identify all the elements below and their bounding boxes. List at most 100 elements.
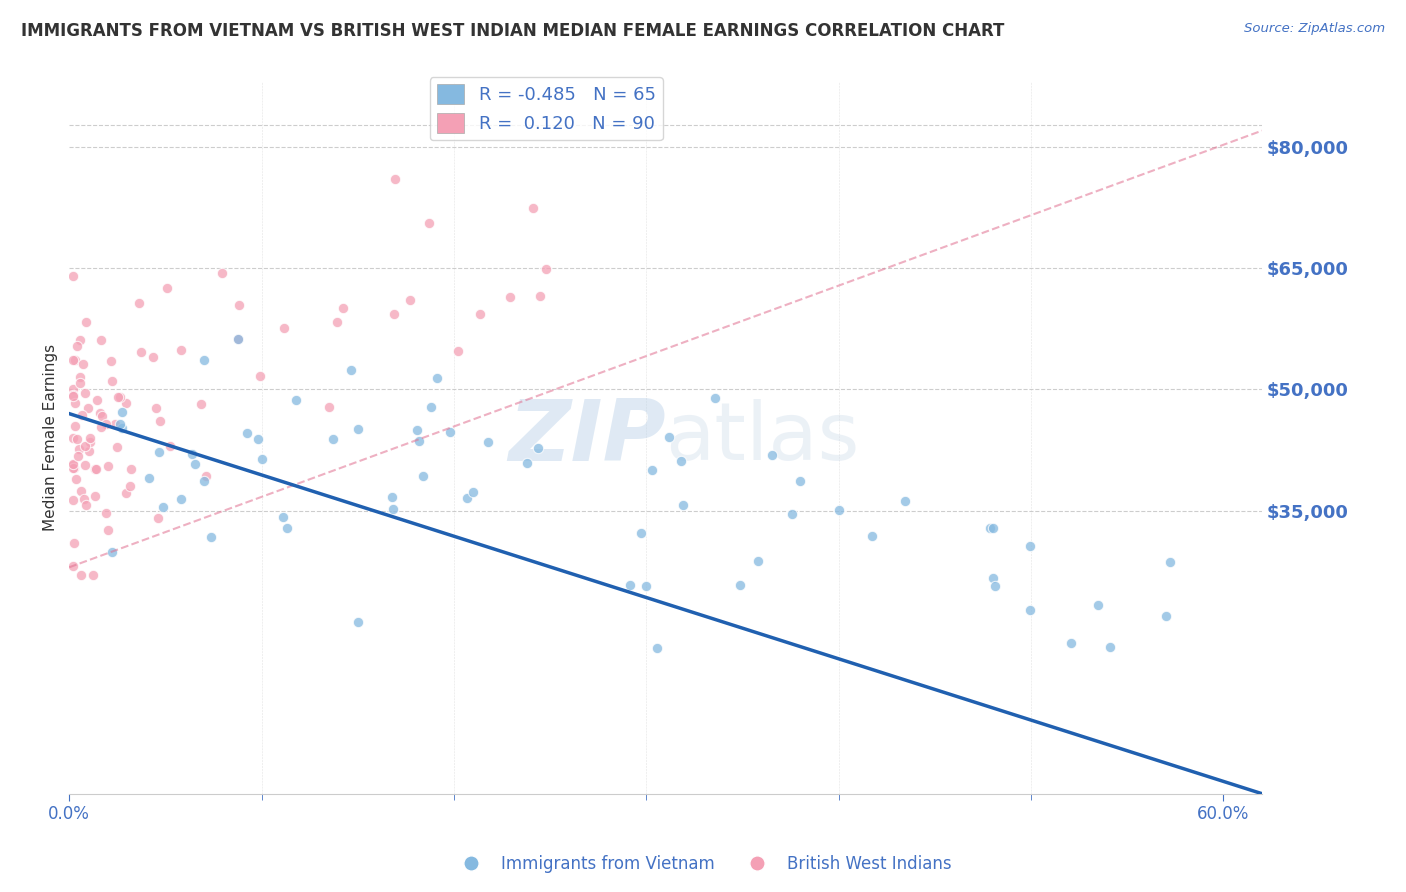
Point [66, 339, 89, 353]
Point [156, 281, 179, 295]
Point [63, 419, 86, 434]
Y-axis label: Median Female Earnings: Median Female Earnings [44, 344, 58, 532]
Point [120, 478, 142, 492]
Point [72, 357, 94, 371]
Text: ZIP: ZIP [508, 396, 665, 479]
Point [789, 475, 811, 489]
Point [62, 388, 84, 402]
Point [399, 293, 422, 308]
Point [97, 523, 120, 537]
Point [115, 486, 138, 500]
Point [658, 430, 681, 444]
Legend: R = -0.485   N = 65, R =  0.120   N = 90: R = -0.485 N = 65, R = 0.120 N = 90 [430, 77, 662, 140]
Point [149, 414, 172, 428]
Point [636, 579, 658, 593]
Point [77, 444, 100, 458]
Point [619, 578, 641, 592]
Point [79, 434, 101, 449]
Text: atlas: atlas [665, 399, 860, 477]
Point [477, 434, 499, 449]
Point [828, 503, 851, 517]
Point [780, 507, 803, 521]
Point [1019, 603, 1042, 617]
Point [69, 370, 91, 384]
Point [672, 498, 695, 512]
Point [65, 353, 87, 368]
Point [86, 393, 108, 408]
Point [426, 371, 449, 385]
Point [193, 353, 215, 368]
Point [75, 498, 97, 512]
Point [62, 461, 84, 475]
Point [62, 269, 84, 284]
Point [62, 460, 84, 475]
Point [747, 554, 769, 568]
Point [90, 419, 112, 434]
Point [62, 353, 84, 368]
Point [271, 510, 294, 524]
Point [159, 439, 181, 453]
Point [981, 572, 1004, 586]
Point [382, 501, 405, 516]
Point [66, 432, 89, 446]
Point [1154, 609, 1177, 624]
Point [190, 397, 212, 411]
Point [110, 390, 132, 404]
Point [276, 521, 298, 535]
Point [100, 354, 122, 368]
Point [236, 425, 259, 440]
Point [470, 307, 492, 321]
Point [1159, 555, 1181, 569]
Point [420, 400, 443, 414]
Point [463, 485, 485, 500]
Point [645, 641, 668, 656]
Point [228, 332, 250, 346]
Point [382, 307, 405, 321]
Point [1059, 636, 1081, 650]
Legend: Immigrants from Vietnam, British West Indians: Immigrants from Vietnam, British West In… [449, 848, 957, 880]
Point [62, 431, 84, 445]
Point [75, 458, 97, 472]
Point [226, 333, 249, 347]
Point [65, 472, 87, 486]
Point [246, 432, 269, 446]
Point [211, 266, 233, 280]
Point [107, 390, 129, 404]
Point [983, 579, 1005, 593]
Point [104, 417, 127, 431]
Point [1098, 640, 1121, 654]
Point [249, 368, 271, 383]
Point [101, 545, 124, 559]
Point [73, 386, 96, 401]
Point [145, 401, 167, 416]
Point [862, 529, 884, 543]
Point [148, 444, 170, 458]
Point [408, 434, 430, 448]
Point [893, 494, 915, 508]
Point [669, 453, 692, 467]
Point [69, 334, 91, 348]
Point [82, 568, 104, 582]
Point [981, 521, 1004, 535]
Point [62, 493, 84, 508]
Point [90, 409, 112, 424]
Point [322, 433, 344, 447]
Point [228, 298, 250, 312]
Point [332, 301, 354, 316]
Point [62, 457, 84, 471]
Point [75, 315, 97, 329]
Point [110, 421, 132, 435]
Point [534, 261, 557, 276]
Point [67, 442, 90, 457]
Point [499, 290, 522, 304]
Point [120, 461, 142, 475]
Point [522, 201, 544, 215]
Text: Source: ZipAtlas.com: Source: ZipAtlas.com [1244, 22, 1385, 36]
Text: IMMIGRANTS FROM VIETNAM VS BRITISH WEST INDIAN MEDIAN FEMALE EARNINGS CORRELATIO: IMMIGRANTS FROM VIETNAM VS BRITISH WEST … [21, 22, 1004, 40]
Point [129, 344, 152, 359]
Point [346, 615, 368, 629]
Point [761, 449, 783, 463]
Point [65, 396, 87, 410]
Point [101, 375, 124, 389]
Point [128, 295, 150, 310]
